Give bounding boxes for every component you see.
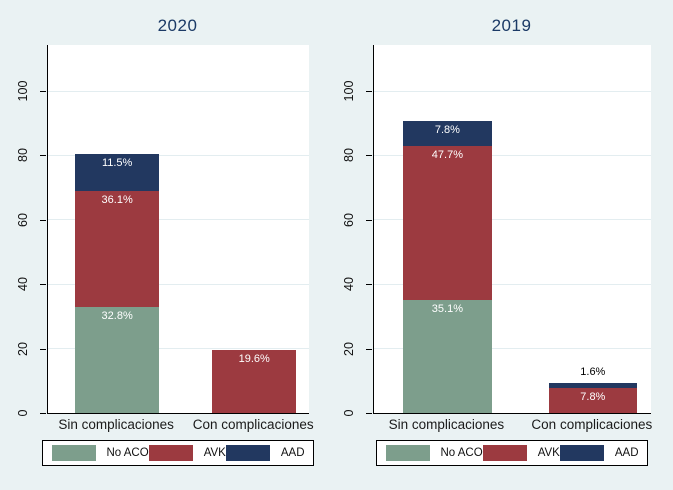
- category-label: Con complicaciones: [192, 417, 314, 432]
- category-label: Sin complicaciones: [58, 417, 174, 432]
- legend-entry-avk: AVK: [148, 445, 226, 461]
- y-axis-tick: [40, 219, 46, 221]
- bar-segment-avk: [75, 191, 159, 308]
- bar-segment-avk: [212, 349, 296, 413]
- y-axis-tick-label: 80: [16, 148, 30, 163]
- bar-segment-label: 7.8%: [580, 390, 606, 403]
- y-axis-tick: [40, 284, 46, 286]
- gridline-40: [374, 283, 651, 285]
- plot-area: 32.8% 36.1% 11.5% 19.6%: [47, 45, 309, 414]
- y-axis-tick: [366, 155, 372, 157]
- legend-label: AAD: [280, 447, 305, 459]
- y-axis-tick-label: 20: [342, 341, 356, 356]
- bar-segment-avk: [548, 387, 638, 413]
- y-axis-tick-label: 60: [16, 212, 30, 227]
- legend-swatch: [559, 445, 604, 461]
- y-axis-tick-label: 0: [342, 409, 356, 417]
- legend-swatch: [148, 445, 193, 461]
- legend-label: No ACO: [440, 447, 483, 459]
- gridline-20: [374, 348, 651, 350]
- y-axis-tick: [40, 413, 46, 414]
- legend-swatch: [385, 445, 430, 461]
- legend-entry-aad: AAD: [225, 445, 305, 461]
- bar-segment-label: 7.8%: [434, 124, 460, 137]
- gridline-80: [374, 154, 651, 156]
- bar-segment-avk: [403, 146, 492, 300]
- chart-title: 2020: [157, 16, 198, 35]
- chart-panel-2019: 2019 35.1% 47.7% 7.8% 7.8% 1.6% 0 20 40 60 80 100 Si…: [336, 0, 672, 490]
- plot-area: 35.1% 47.7% 7.8% 7.8% 1.6%: [373, 45, 651, 414]
- y-axis-tick-label: 100: [16, 80, 30, 102]
- legend-entry-aad: AAD: [559, 445, 639, 461]
- legend-label: AVK: [203, 447, 226, 459]
- y-axis-tick: [366, 219, 372, 221]
- bar-segment-label: 19.6%: [238, 352, 270, 365]
- legend: No ACO AVK AAD: [41, 440, 314, 466]
- y-axis-tick: [40, 348, 46, 350]
- y-axis-tick: [366, 91, 372, 92]
- y-axis-tick: [366, 284, 372, 286]
- y-axis-tick-label: 40: [342, 277, 356, 292]
- bar-segment-label: 36.1%: [101, 194, 133, 207]
- y-axis-tick-label: 40: [16, 277, 30, 292]
- y-axis-tick: [40, 91, 46, 92]
- bar-segment-no-aco: [403, 299, 492, 413]
- bar-segment-label: 47.7%: [431, 149, 463, 162]
- legend-swatch: [51, 445, 96, 461]
- gridline-60: [48, 219, 309, 221]
- y-axis-tick-label: 80: [342, 148, 356, 163]
- gridline-60: [374, 219, 651, 221]
- legend-entry-no-aco: No ACO: [51, 445, 149, 461]
- bar-segment-label: 35.1%: [431, 302, 463, 315]
- chart-panel-2020: 2020 32.8% 36.1% 11.5% 19.6% 0 20 40 60 80 100 Sin …: [0, 0, 336, 490]
- category-label: Sin complicaciones: [388, 417, 505, 432]
- legend-label: AVK: [537, 447, 560, 459]
- legend-swatch: [225, 445, 270, 461]
- legend-entry-avk: AVK: [482, 445, 560, 461]
- bar-segment-aad: [75, 154, 159, 192]
- y-axis-tick: [366, 348, 372, 350]
- legend-label: AAD: [614, 447, 639, 459]
- gridline-80: [48, 154, 309, 156]
- legend-swatch: [482, 445, 527, 461]
- legend-label: No ACO: [106, 447, 149, 459]
- y-axis-tick-label: 100: [342, 80, 356, 102]
- gridline-100: [48, 90, 309, 92]
- y-axis-tick-label: 20: [16, 341, 30, 356]
- y-axis-tick-label: 60: [342, 212, 356, 227]
- gridline-20: [48, 348, 309, 350]
- bar-segment-label: 32.8%: [101, 310, 133, 323]
- y-axis-tick: [40, 155, 46, 157]
- bar-segment-aad: [403, 121, 492, 147]
- legend: No ACO AVK AAD: [375, 440, 648, 466]
- legend-entry-no-aco: No ACO: [385, 445, 483, 461]
- bar-segment-label: 11.5%: [101, 157, 133, 170]
- bar-segment-label: 1.6%: [580, 365, 606, 378]
- y-axis-tick: [366, 413, 372, 414]
- gridline-40: [48, 283, 309, 285]
- chart-title: 2019: [491, 16, 532, 35]
- category-label: Con complicaciones: [531, 417, 653, 432]
- bar-segment-no-aco: [75, 307, 159, 413]
- bar-segment-aad: [548, 382, 638, 388]
- gridline-100: [374, 90, 651, 92]
